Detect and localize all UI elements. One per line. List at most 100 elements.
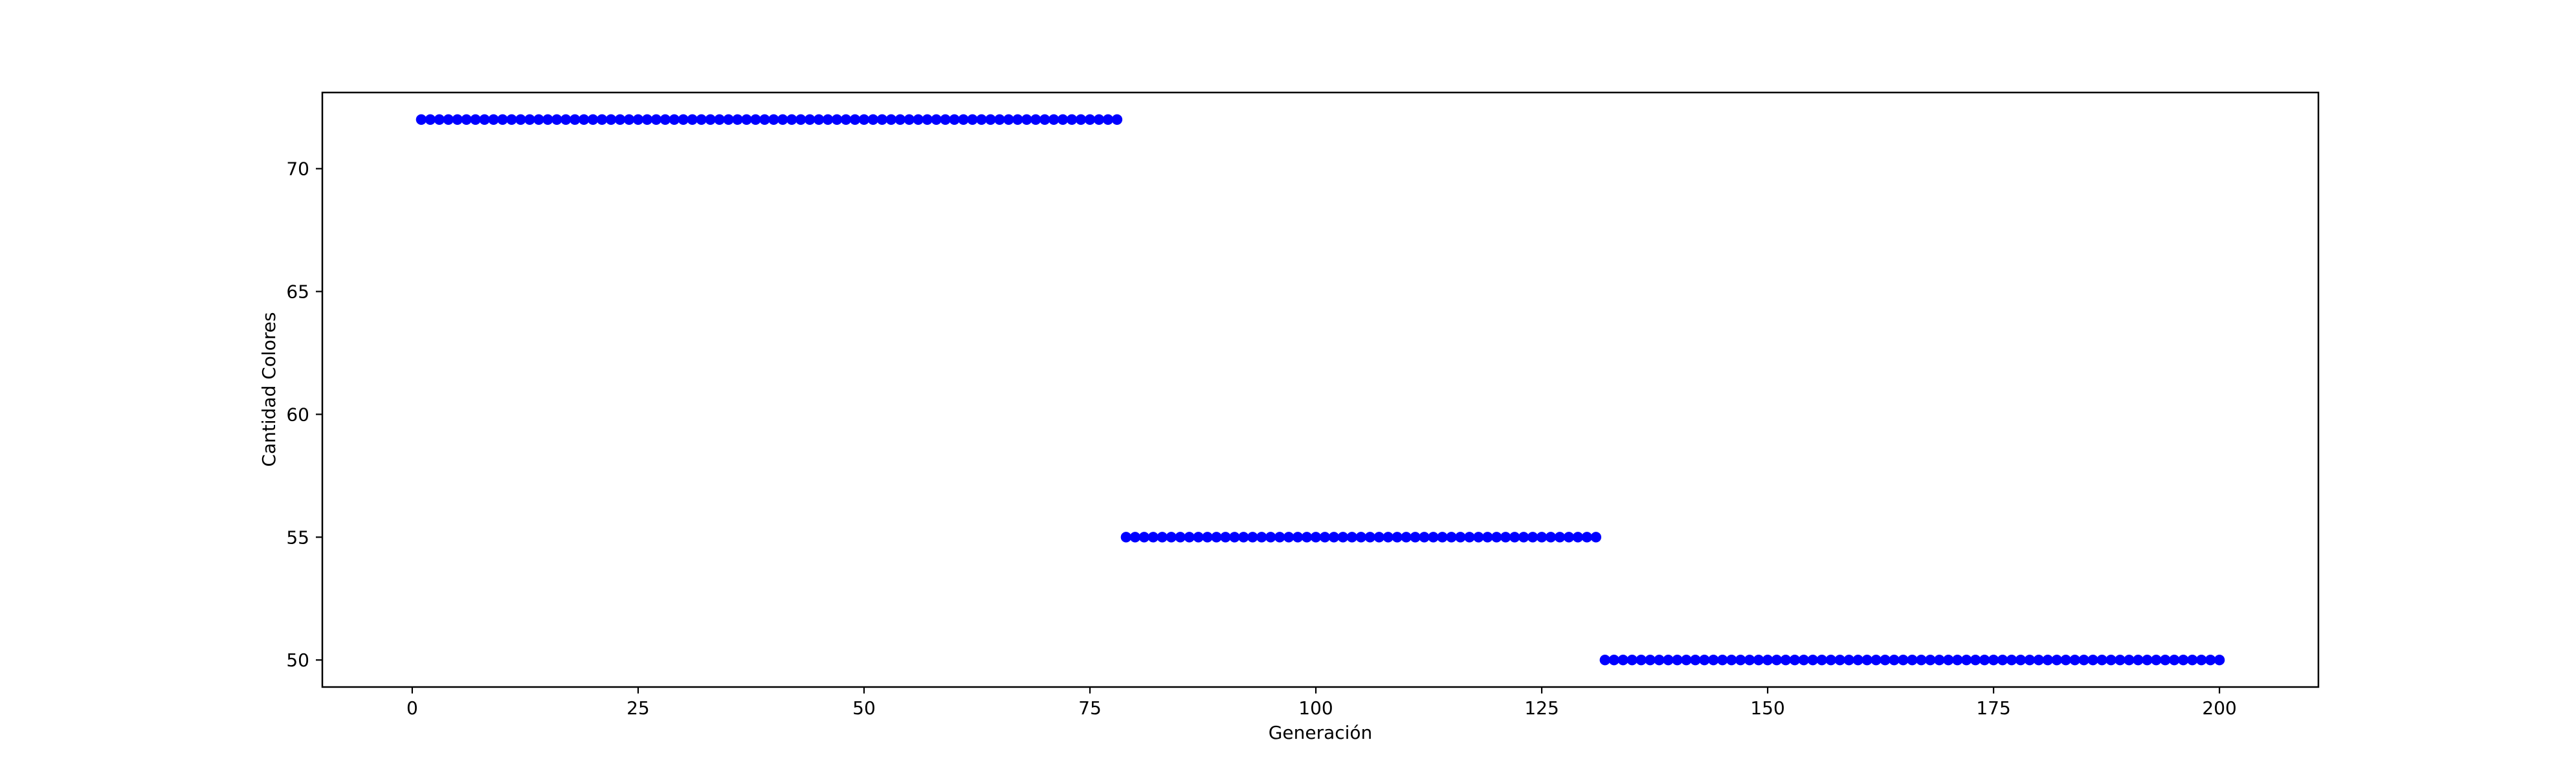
data-point [768,114,779,125]
data-point [777,114,788,125]
data-point [2024,655,2036,666]
data-point [488,114,499,125]
data-point [2006,655,2017,666]
data-point [1148,532,1159,543]
data-point [542,114,553,125]
data-point [1654,655,1665,666]
data-point [2187,655,2198,666]
data-point [822,114,834,125]
data-point [1617,655,1628,666]
data-point [940,114,951,125]
data-point [506,114,517,125]
data-point [1111,114,1123,125]
data-point [1310,532,1322,543]
x-tick-label: 150 [1750,697,1784,719]
data-point [813,114,825,125]
data-point [1238,532,1249,543]
data-point [2169,655,2180,666]
data-point [1907,655,1918,666]
data-point [1382,532,1393,543]
data-point [1861,655,1872,666]
y-axis-label: Cantidad Colores [258,312,280,466]
data-point [2178,655,2189,666]
data-point [1482,532,1493,543]
data-point [904,114,915,125]
data-point [2160,655,2171,666]
data-point [1934,655,1945,666]
data-point [1663,655,1674,666]
data-point [1979,655,1990,666]
data-point [1726,655,1737,666]
data-point [1518,532,1529,543]
data-point [931,114,942,125]
data-point [1500,532,1511,543]
y-tick-label: 55 [286,527,309,548]
data-point [1952,655,1963,666]
data-point [2115,655,2126,666]
data-point [1265,532,1276,543]
x-tick-label: 0 [406,697,418,719]
data-point [1319,532,1331,543]
data-point [1419,532,1430,543]
data-point [741,114,752,125]
data-point [1021,114,1032,125]
data-point [958,114,969,125]
data-point [831,114,843,125]
data-point [1346,532,1358,543]
data-point [705,114,716,125]
data-point [759,114,770,125]
data-point [1364,532,1375,543]
data-point [1274,532,1285,543]
data-point [1337,532,1349,543]
data-point [2124,655,2135,666]
data-point [2051,655,2063,666]
data-point [1807,655,1819,666]
data-point [1220,532,1231,543]
data-point [1554,532,1566,543]
x-tick-label: 75 [1078,697,1102,719]
data-point [1256,532,1267,543]
data-point [452,114,463,125]
x-tick-label: 125 [1524,697,1559,719]
plot-frame [321,91,2320,688]
data-point [1834,655,1845,666]
data-point [1699,655,1710,666]
x-tick-label: 100 [1298,697,1333,719]
data-point [1771,655,1782,666]
data-point [1925,655,1936,666]
y-tick-label: 65 [286,281,309,303]
data-point [515,114,526,125]
data-point [1527,532,1538,543]
data-point [1970,655,1981,666]
x-axis-label: Generación [1269,722,1373,743]
data-point [2204,655,2216,666]
data-point [1410,532,1421,543]
data-point [1175,532,1186,543]
data-point [1292,532,1304,543]
data-point [2105,655,2116,666]
data-point [2069,655,2080,666]
data-point [1988,655,1999,666]
data-point [1392,532,1403,543]
data-point [561,114,572,125]
data-point [1581,532,1593,543]
y-tick-label: 50 [286,649,309,671]
data-point [805,114,816,125]
data-point [434,114,445,125]
data-point [867,114,879,125]
data-point [1057,114,1069,125]
data-point [696,114,707,125]
data-point [1880,655,1891,666]
data-point [976,114,987,125]
y-axis-ticks: 50 55 60 65 70 [286,158,322,671]
data-point [551,114,562,125]
data-point [1328,532,1340,543]
data-point [1753,655,1764,666]
data-point [1572,532,1584,543]
data-point [1283,532,1294,543]
data-point [2096,655,2107,666]
data-point [1889,655,1900,666]
data-point [687,114,698,125]
data-point [1898,655,1909,666]
